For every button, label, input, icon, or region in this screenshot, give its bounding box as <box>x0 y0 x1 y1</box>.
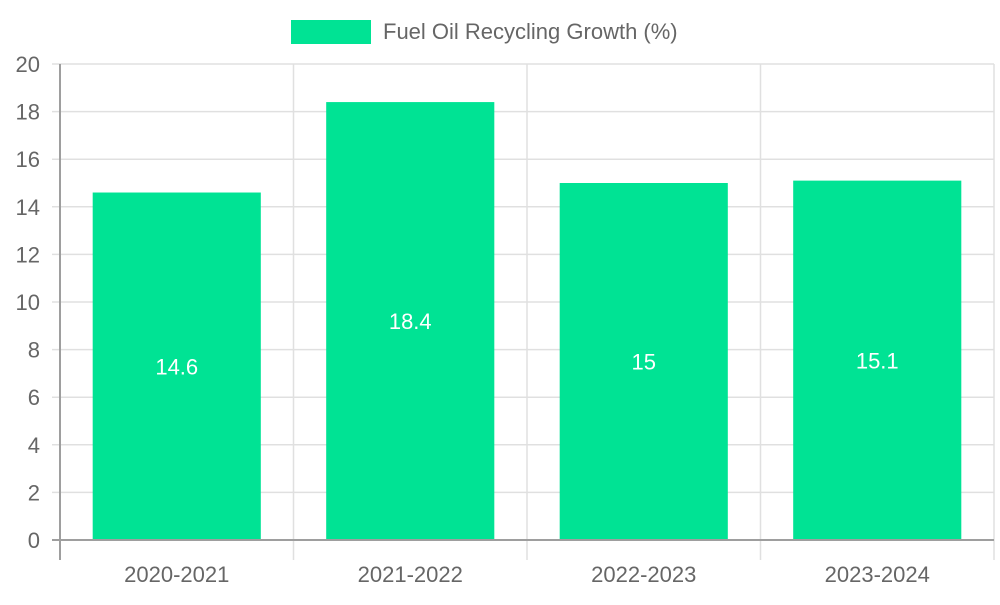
data-label: 18.4 <box>389 309 432 334</box>
y-tick-label: 18 <box>16 100 40 125</box>
y-tick-label: 10 <box>16 290 40 315</box>
axes <box>52 64 994 560</box>
data-label: 14.6 <box>155 354 198 379</box>
data-labels: 14.6 18.4 15 15.1 <box>155 309 898 379</box>
y-tick-label: 12 <box>16 242 40 267</box>
x-tick-label: 2022-2023 <box>591 562 696 587</box>
bar-2021-2022[interactable] <box>326 102 495 540</box>
bar-2023-2024[interactable] <box>793 180 962 540</box>
legend-label[interactable]: Fuel Oil Recycling Growth (%) <box>383 19 678 44</box>
y-tick-label: 2 <box>28 480 40 505</box>
y-tick-label: 0 <box>28 528 40 553</box>
legend[interactable]: Fuel Oil Recycling Growth (%) <box>291 19 678 44</box>
data-label: 15 <box>632 350 656 375</box>
x-tick-label: 2020-2021 <box>124 562 229 587</box>
bar-2020-2021[interactable] <box>92 192 261 540</box>
x-axis-ticks: 2020-2021 2021-2022 2022-2023 2023-2024 <box>124 562 930 587</box>
bar-2022-2023[interactable] <box>559 183 728 540</box>
x-tick-label: 2021-2022 <box>358 562 463 587</box>
y-tick-label: 8 <box>28 338 40 363</box>
legend-swatch[interactable] <box>291 20 371 44</box>
y-tick-label: 14 <box>16 195 40 220</box>
y-axis-ticks: 0 2 4 6 8 10 12 14 16 18 20 <box>16 52 40 553</box>
bars <box>92 102 962 540</box>
x-tick-label: 2023-2024 <box>825 562 930 587</box>
y-tick-label: 16 <box>16 147 40 172</box>
y-tick-label: 20 <box>16 52 40 77</box>
data-label: 15.1 <box>856 348 899 373</box>
y-tick-label: 6 <box>28 385 40 410</box>
y-tick-label: 4 <box>28 433 40 458</box>
